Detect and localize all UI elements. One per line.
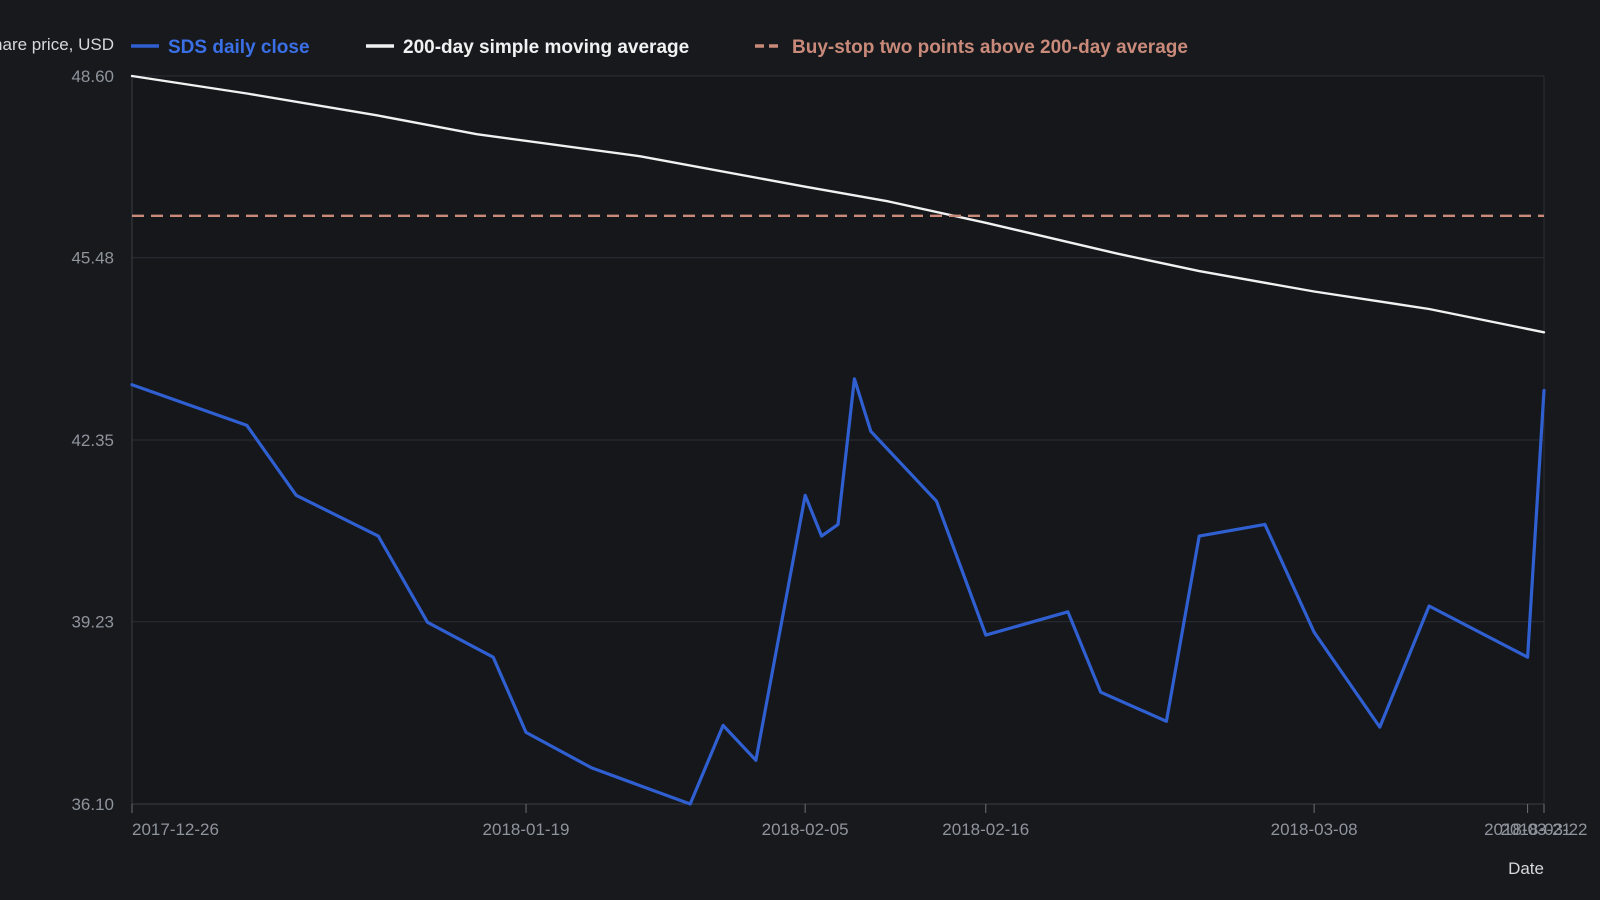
legend-label: Buy-stop two points above 200-day averag… <box>792 37 1188 58</box>
x-axis-title: Date <box>1508 859 1544 878</box>
y-axis-title: Share price, USD <box>0 35 114 54</box>
series-line-2 <box>130 74 1546 334</box>
y-tick-label: 45.48 <box>71 249 114 268</box>
legend-label: 200-day simple moving average <box>403 37 689 58</box>
x-tick-label: 2018-02-16 <box>942 820 1029 839</box>
series-layer <box>130 74 1546 806</box>
x-tick-label: 2018-02-05 <box>762 820 849 839</box>
x-tick-label: 2018-03-21 <box>1484 820 1571 839</box>
y-tick-label: 39.23 <box>71 613 114 632</box>
x-tick-label: 2018-01-19 <box>483 820 570 839</box>
y-tick-label: 36.10 <box>71 795 114 814</box>
y-tick-label: 42.35 <box>71 431 114 450</box>
x-tick-label: 2018-03-22 <box>1501 820 1588 839</box>
axes: 36.10 39.23 42.35 45.48 48.60 2017-12-26 2018-… <box>71 67 1587 839</box>
series-line-1 <box>130 377 1546 806</box>
y-tick-label: 48.60 <box>71 67 114 86</box>
x-tick-label: 2017-12-26 <box>132 820 219 839</box>
x-tick-label: 2018-03-08 <box>1271 820 1358 839</box>
legend: SDS daily close 200-day simple moving ave… <box>131 37 1188 58</box>
legend-label: SDS daily close <box>168 37 310 58</box>
